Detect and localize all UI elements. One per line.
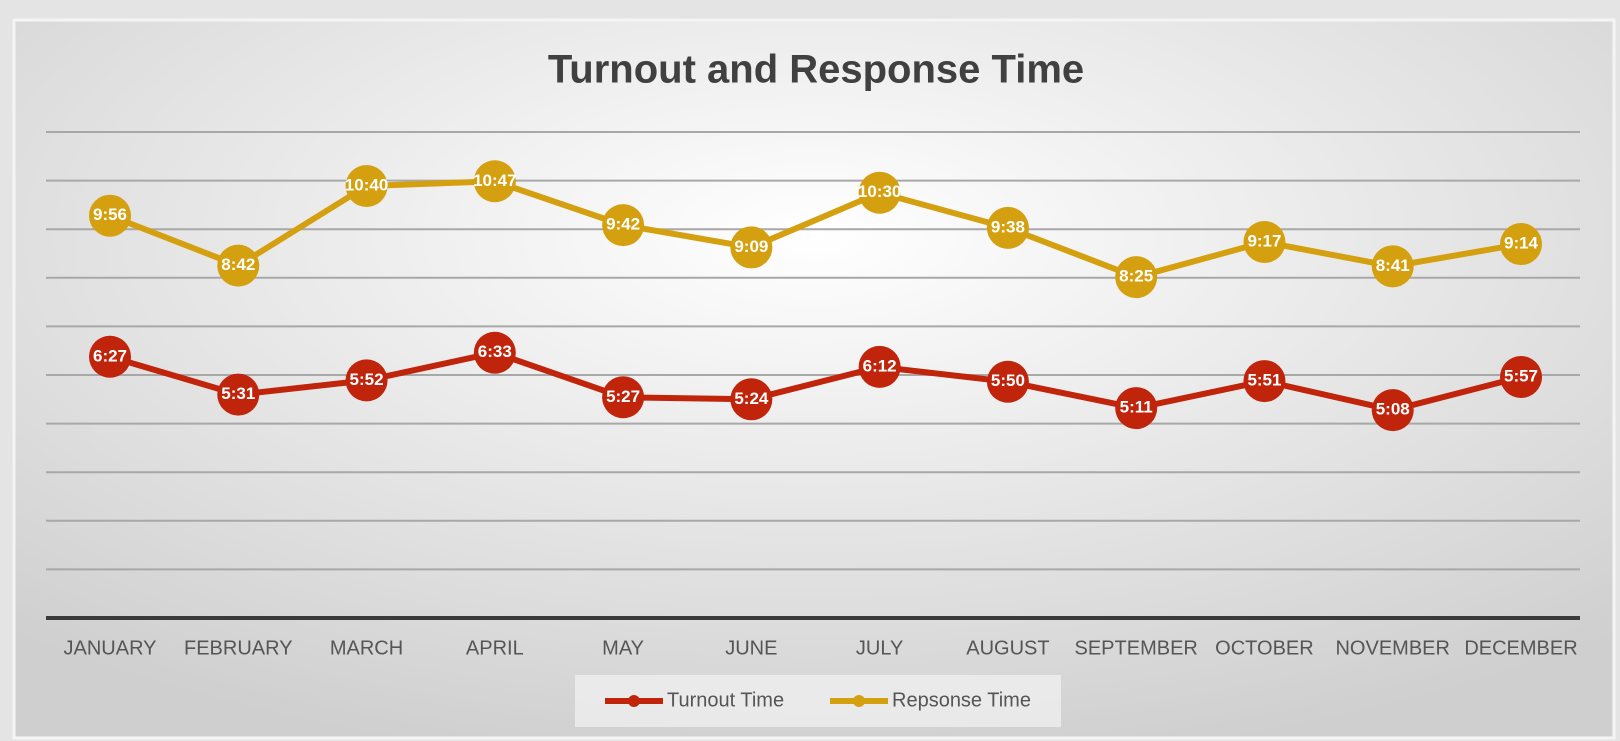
data-point (1371, 245, 1414, 288)
data-point (986, 360, 1029, 403)
data-label: 5:08 (1376, 400, 1410, 419)
data-label: 10:47 (473, 171, 516, 190)
data-label: 9:17 (1247, 232, 1281, 251)
data-label: 5:51 (1247, 371, 1281, 390)
data-label: 9:14 (1504, 234, 1539, 253)
data-label: 10:30 (858, 182, 901, 201)
data-label: 9:38 (991, 217, 1025, 236)
data-label: 9:09 (734, 237, 768, 256)
data-label: 5:57 (1504, 367, 1538, 386)
legend-marker (853, 695, 865, 707)
data-label: 8:42 (221, 255, 255, 274)
data-point (473, 160, 516, 203)
data-label: 8:25 (1119, 267, 1153, 286)
data-point (217, 244, 260, 287)
x-tick-label: MAY (602, 637, 644, 659)
x-tick-label: JULY (856, 637, 903, 659)
data-point (1115, 256, 1158, 299)
series-line (109, 349, 1522, 414)
series-line (108, 178, 1522, 281)
data-point (1500, 223, 1542, 266)
data-label: 10:40 (345, 175, 388, 194)
data-point (602, 376, 645, 419)
legend-marker (628, 695, 640, 707)
legend-label: Turnout Time (667, 689, 784, 711)
data-label: 5:52 (350, 370, 384, 389)
data-label: 6:27 (93, 346, 127, 365)
data-point (89, 194, 131, 237)
chart-area (12, 18, 1616, 740)
data-label: 8:41 (1376, 256, 1410, 275)
data-point (1243, 221, 1286, 264)
data-point (730, 226, 773, 269)
data-point (1371, 389, 1414, 432)
data-point (89, 335, 131, 378)
data-label: 6:33 (478, 342, 512, 361)
data-point (345, 165, 388, 207)
data-point (602, 204, 645, 247)
data-point (217, 373, 260, 416)
legend-label: Repsonse Time (892, 689, 1031, 711)
data-point (473, 331, 516, 374)
x-tick-label: JANUARY (64, 637, 157, 659)
data-point (1243, 360, 1286, 403)
data-point (730, 378, 773, 421)
chart-title: Turnout and Response Time (548, 48, 1084, 92)
data-label: 5:11 (1120, 398, 1153, 417)
x-tick-label: FEBRUARY (184, 637, 293, 659)
data-point (858, 171, 901, 214)
data-point (1500, 356, 1542, 399)
data-point (986, 206, 1029, 249)
x-tick-label: JUNE (725, 637, 777, 659)
x-tick-label: APRIL (466, 637, 524, 659)
data-label: 5:50 (991, 371, 1025, 390)
x-tick-label: AUGUST (966, 637, 1049, 659)
data-label: 9:42 (606, 215, 640, 234)
data-label: 6:12 (863, 356, 897, 375)
data-label: 5:31 (221, 384, 255, 403)
x-tick-label: NOVEMBER (1335, 637, 1449, 659)
data-label: 5:27 (606, 387, 640, 406)
data-label: 5:24 (734, 389, 769, 408)
data-point (345, 359, 388, 402)
data-point (1115, 387, 1158, 430)
x-tick-label: SEPTEMBER (1075, 637, 1198, 659)
data-label: 9:56 (93, 205, 127, 224)
x-tick-label: OCTOBER (1215, 637, 1314, 659)
data-point (858, 345, 901, 388)
x-tick-label: MARCH (330, 637, 403, 659)
x-tick-label: DECEMBER (1464, 637, 1577, 659)
